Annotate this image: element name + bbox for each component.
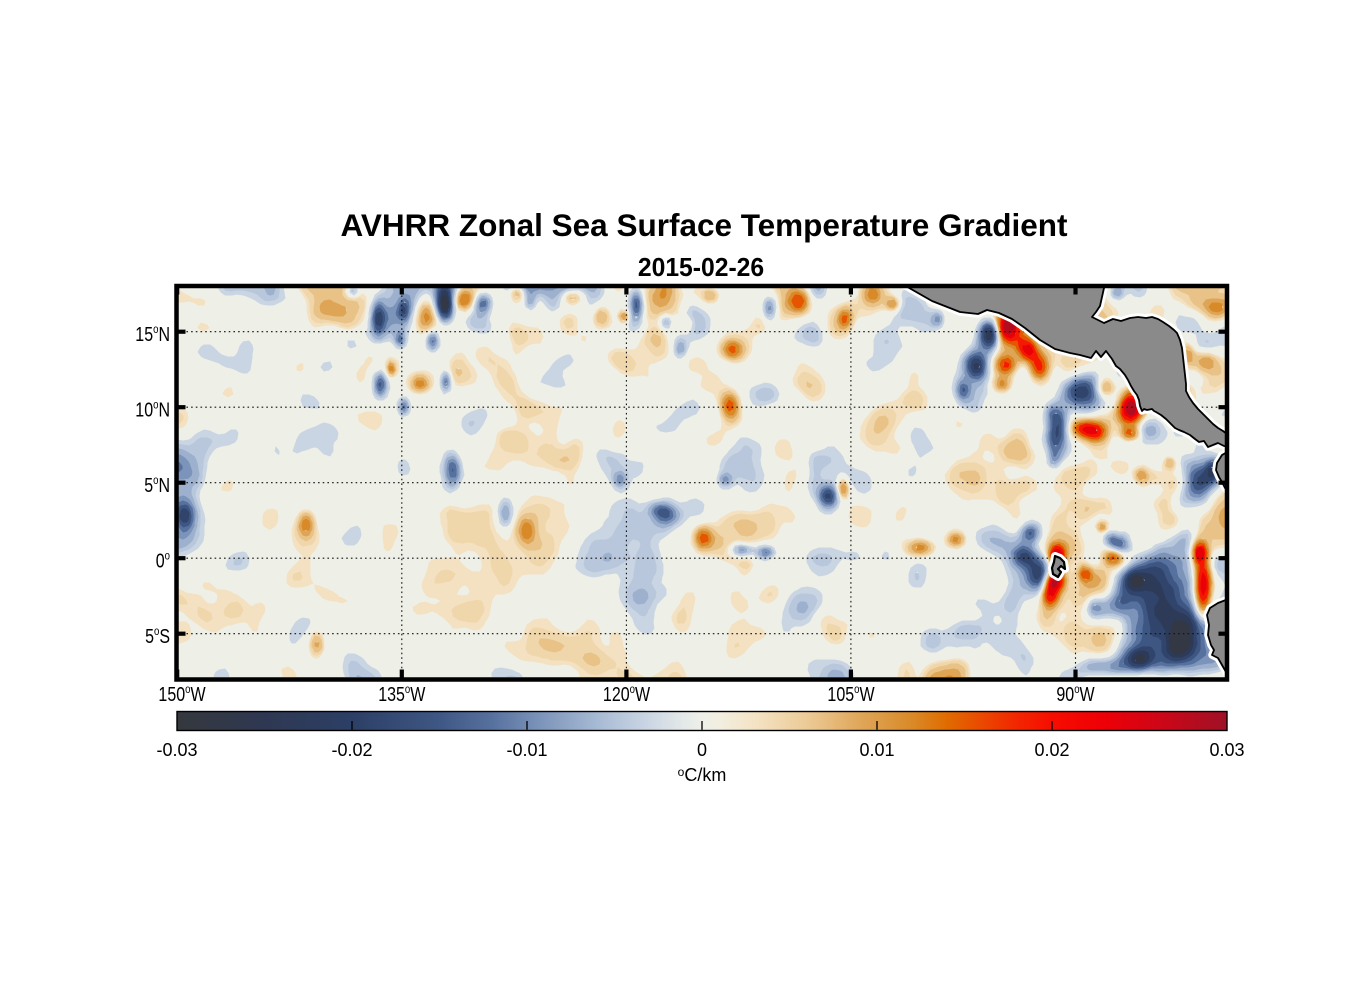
svg-text:5oS: 5oS [145, 625, 170, 647]
svg-text:150oW: 150oW [158, 683, 206, 705]
svg-text:90oW: 90oW [1056, 683, 1095, 705]
svg-text:-0.02: -0.02 [331, 740, 372, 760]
svg-text:-0.03: -0.03 [156, 740, 197, 760]
svg-text:105oW: 105oW [827, 683, 875, 705]
svg-text:oC/km: oC/km [678, 765, 727, 785]
svg-text:0.03: 0.03 [1209, 740, 1244, 760]
svg-text:2015-02-26: 2015-02-26 [638, 253, 764, 282]
svg-text:120oW: 120oW [603, 683, 651, 705]
svg-text:0.02: 0.02 [1034, 740, 1069, 760]
svg-text:AVHRR Zonal Sea Surface Temper: AVHRR Zonal Sea Surface Temperature Grad… [340, 207, 1068, 243]
svg-text:5oN: 5oN [144, 474, 170, 496]
svg-text:135oW: 135oW [378, 683, 426, 705]
svg-text:10oN: 10oN [135, 399, 170, 421]
svg-text:15oN: 15oN [135, 323, 170, 345]
svg-text:-0.01: -0.01 [506, 740, 547, 760]
svg-text:0.01: 0.01 [859, 740, 894, 760]
svg-text:0: 0 [697, 740, 707, 760]
